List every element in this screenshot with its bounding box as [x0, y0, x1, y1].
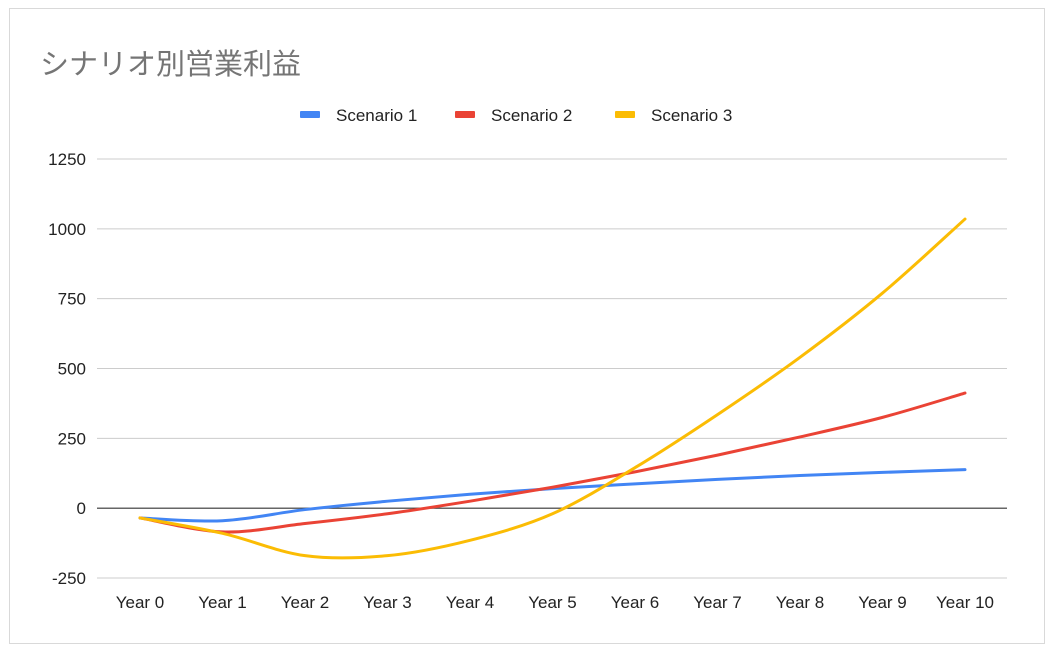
x-tick-label: Year 3	[363, 593, 412, 612]
y-tick-label: 500	[58, 360, 86, 379]
x-tick-label: Year 7	[693, 593, 742, 612]
x-tick-label: Year 5	[528, 593, 577, 612]
legend-swatch-scenario-1	[300, 111, 320, 118]
legend-swatch-scenario-2	[455, 111, 475, 118]
y-tick-label: 1250	[48, 150, 86, 169]
chart-frame	[9, 8, 1045, 644]
y-tick-label: 750	[58, 290, 86, 309]
y-tick-label: 0	[77, 499, 86, 518]
legend-label-scenario-3: Scenario 3	[651, 106, 732, 125]
x-tick-label: Year 10	[936, 593, 994, 612]
series-lines	[138, 217, 967, 560]
series-line-scenario-3	[138, 217, 967, 560]
x-tick-label: Year 1	[198, 593, 247, 612]
series-line-scenario-2	[138, 391, 967, 534]
grid-lines	[97, 158, 1007, 579]
legend-label-scenario-2: Scenario 2	[491, 106, 572, 125]
x-tick-label: Year 0	[116, 593, 165, 612]
x-tick-label: Year 6	[611, 593, 660, 612]
legend-label-scenario-1: Scenario 1	[336, 106, 417, 125]
y-tick-label: 250	[58, 429, 86, 448]
x-tick-label: Year 2	[281, 593, 330, 612]
legend-swatch-scenario-3	[615, 111, 635, 118]
y-axis: 1250 1000 750 500 250 0 -250	[48, 150, 86, 588]
chart-title: シナリオ別営業利益	[40, 47, 301, 81]
y-tick-label: -250	[52, 569, 86, 588]
legend: Scenario 1 Scenario 2 Scenario 3	[300, 106, 732, 125]
x-tick-label: Year 4	[446, 593, 495, 612]
x-axis: Year 0 Year 1 Year 2 Year 3 Year 4 Year 5 Year…	[116, 593, 994, 612]
x-tick-label: Year 9	[858, 593, 907, 612]
y-tick-label: 1000	[48, 220, 86, 239]
x-tick-label: Year 8	[776, 593, 825, 612]
